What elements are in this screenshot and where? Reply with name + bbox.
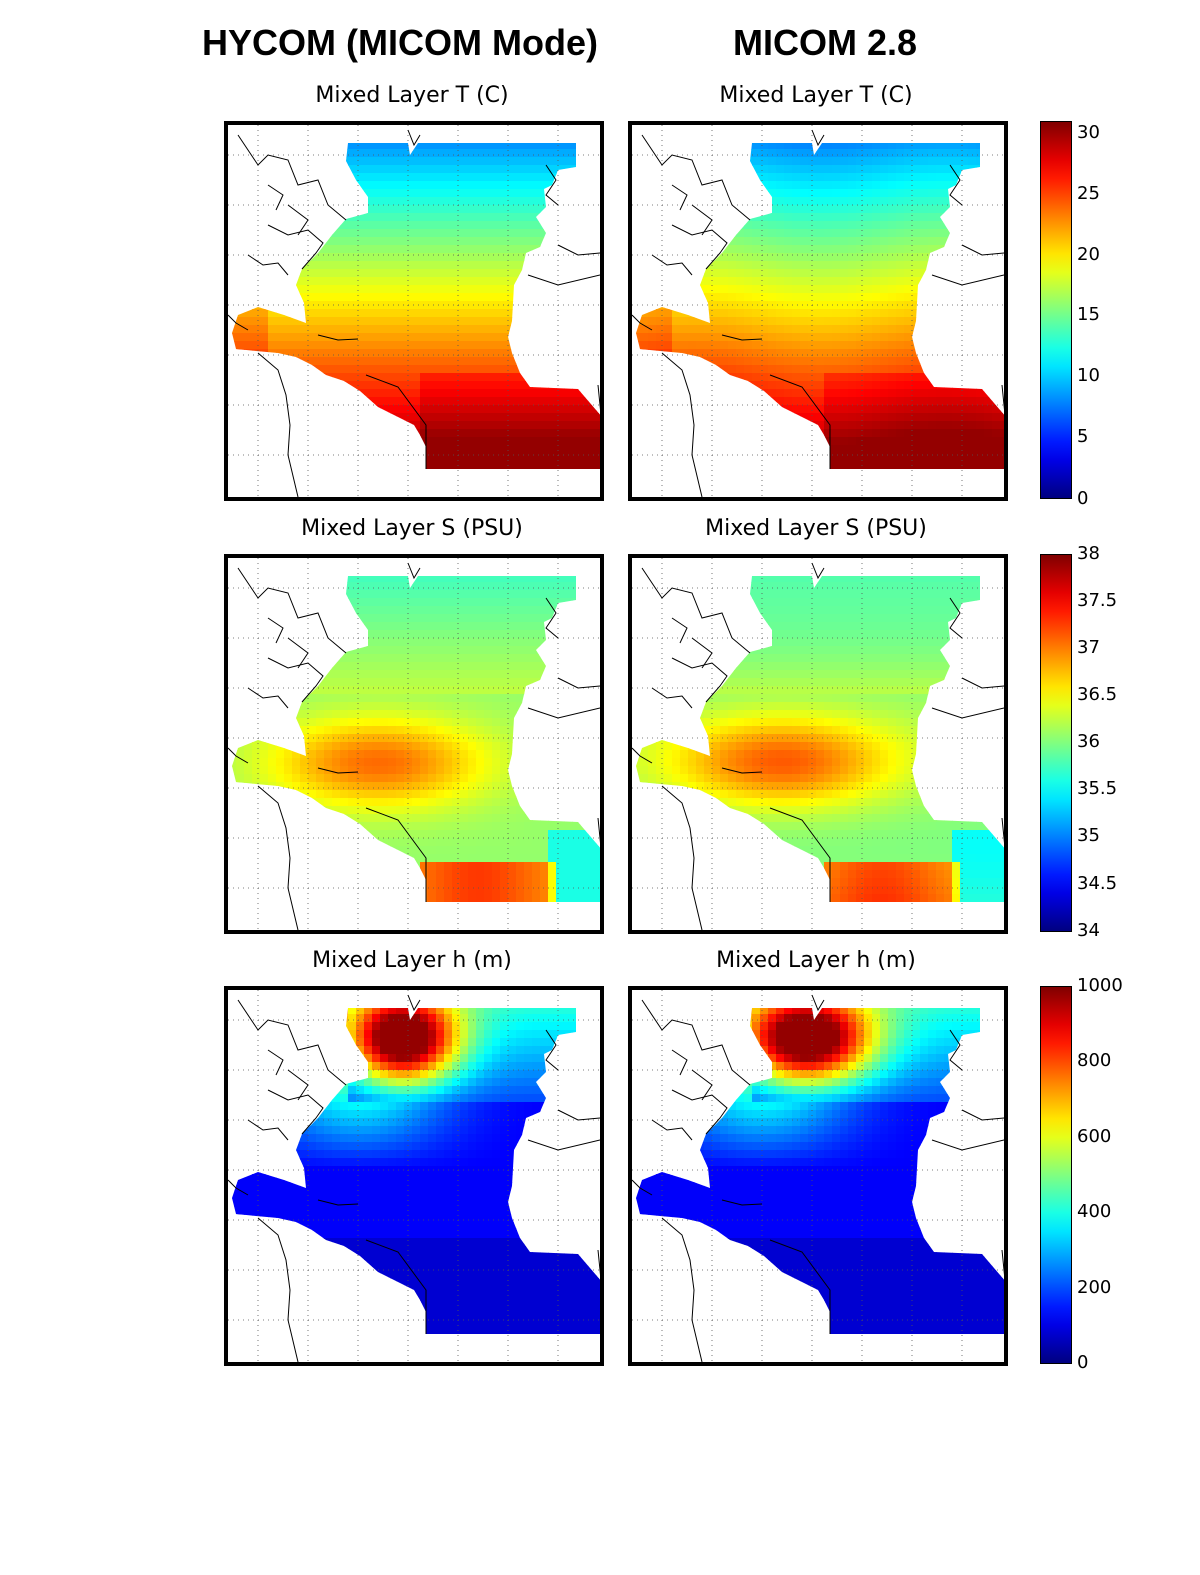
ocean-field [636,1008,1004,1334]
map-svg [228,125,600,497]
panel-title-salinity-left: Mixed Layer S (PSU) [301,516,523,541]
graticule [632,990,1004,1362]
ocean-field [232,1008,600,1334]
colorbar-tick: 36 [1077,731,1100,752]
coastlines [632,994,1004,1362]
colorbar-tick: 0 [1077,488,1089,509]
coastlines [228,562,600,930]
colorbar-tick: 0 [1077,1352,1089,1373]
ocean-field [232,143,600,469]
panel-title-depth-left: Mixed Layer h (m) [312,948,512,973]
colorbar-tick: 37.5 [1077,590,1118,611]
colorbar-tick: 37 [1077,637,1100,658]
column-title-hycom: HYCOM (MICOM Mode) [202,22,598,63]
colorbar-tick: 20 [1077,244,1100,265]
map-temperature-hycom [224,121,604,501]
colorbar-tick: 200 [1077,1277,1112,1298]
map-salinity-micom [628,554,1008,934]
coastlines [228,129,600,497]
colorbar-depth [1040,986,1072,1364]
column-title-micom: MICOM 2.8 [732,22,918,63]
ocean-field [232,576,600,902]
panel-title-temperature-left: Mixed Layer T (C) [315,83,509,108]
colorbar-tick: 34.5 [1077,873,1118,894]
colorbar-tick: 38 [1077,543,1100,564]
graticule [632,558,1004,930]
colorbar-tick: 15 [1077,304,1100,325]
colorbar-tick: 25 [1077,183,1100,204]
colorbar-tick: 600 [1077,1126,1112,1147]
coastlines [228,994,600,1362]
colorbar-tick: 36.5 [1077,684,1118,705]
map-salinity-hycom [224,554,604,934]
colorbar-tick: 400 [1077,1201,1112,1222]
map-svg [228,990,600,1362]
graticule [228,558,600,930]
colorbar-tick: 800 [1077,1050,1112,1071]
panel-title-salinity-right: Mixed Layer S (PSU) [705,516,927,541]
panel-title-temperature-right: Mixed Layer T (C) [719,83,913,108]
colorbar-salinity [1040,554,1072,932]
map-temperature-micom [628,121,1008,501]
colorbar-tick: 10 [1077,365,1100,386]
colorbar-temperature [1040,121,1072,499]
coastlines [632,562,1004,930]
map-depth-micom [628,986,1008,1366]
map-svg [632,125,1004,497]
graticule [632,125,1004,497]
colorbar-tick: 1000 [1077,975,1123,996]
ocean-field [636,143,1004,469]
colorbar-tick: 35.5 [1077,778,1118,799]
graticule [228,125,600,497]
colorbar-tick: 34 [1077,920,1100,941]
map-svg [632,558,1004,930]
colorbar-tick: 35 [1077,825,1100,846]
colorbar-tick: 5 [1077,426,1089,447]
map-svg [228,558,600,930]
map-depth-hycom [224,986,604,1366]
colorbar-tick: 30 [1077,122,1100,143]
panel-title-depth-right: Mixed Layer h (m) [716,948,916,973]
graticule [228,990,600,1362]
map-svg [632,990,1004,1362]
ocean-field [636,576,1004,902]
coastlines [632,129,1004,497]
